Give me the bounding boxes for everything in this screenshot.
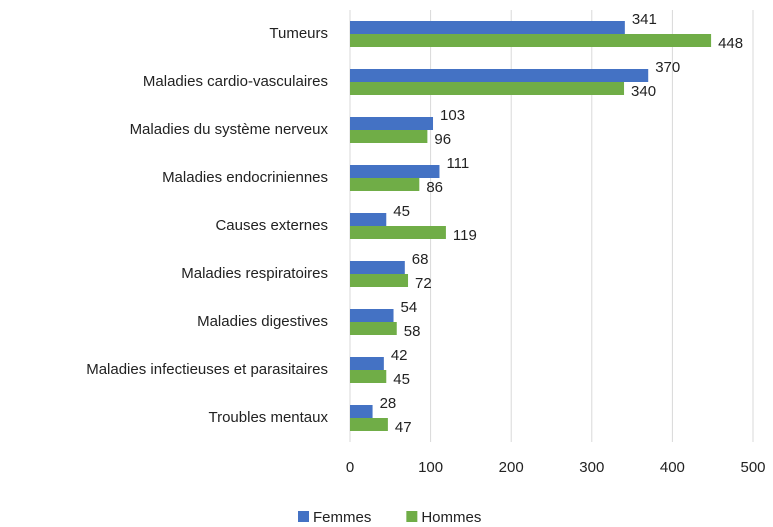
- bar: [350, 370, 387, 383]
- bar: [350, 213, 387, 226]
- legend-swatch: [298, 511, 309, 522]
- bar: [350, 405, 373, 418]
- y-tick-label: Causes externes: [215, 217, 328, 234]
- data-label: 119: [453, 227, 477, 244]
- bar: [350, 226, 446, 239]
- bar: [350, 21, 625, 34]
- y-tick-label: Tumeurs: [269, 25, 328, 42]
- data-label: 111: [446, 155, 469, 172]
- x-tick-label: 400: [660, 459, 685, 476]
- data-label: 103: [440, 107, 465, 124]
- legend-label: Femmes: [313, 509, 371, 526]
- bar: [350, 34, 712, 47]
- bar: [350, 357, 384, 370]
- data-label: 47: [395, 419, 412, 436]
- data-label: 68: [412, 251, 429, 268]
- bar: [350, 322, 397, 335]
- bar: [350, 418, 388, 431]
- bar: [350, 130, 428, 143]
- data-label: 45: [393, 203, 410, 220]
- x-tick-label: 100: [418, 459, 443, 476]
- bar: [350, 178, 420, 191]
- y-tick-label: Maladies respiratoires: [181, 265, 328, 282]
- x-tick-label: 200: [499, 459, 524, 476]
- data-label: 54: [401, 299, 418, 316]
- data-label: 96: [434, 131, 451, 148]
- data-label: 45: [393, 371, 410, 388]
- x-tick-label: 500: [740, 459, 765, 476]
- bar: [350, 117, 434, 130]
- data-label: 42: [391, 347, 408, 364]
- x-tick-label: 300: [579, 459, 604, 476]
- data-label: 72: [415, 275, 432, 292]
- bar: [350, 261, 405, 274]
- bar: [350, 165, 440, 178]
- x-tick-label: 0: [346, 459, 354, 476]
- y-tick-label: Maladies digestives: [197, 313, 328, 330]
- bar: [350, 82, 625, 95]
- data-label: 370: [655, 59, 680, 76]
- data-label: 340: [631, 83, 656, 100]
- legend-swatch: [406, 511, 418, 522]
- y-tick-label: Maladies cardio-vasculaires: [143, 73, 328, 90]
- y-tick-label: Maladies infectieuses et parasitaires: [86, 361, 328, 378]
- data-label: 448: [718, 35, 743, 52]
- data-label: 28: [380, 395, 397, 412]
- legend-label: Hommes: [421, 509, 481, 526]
- bar: [350, 309, 394, 322]
- y-tick-label: Maladies du système nerveux: [130, 121, 329, 138]
- y-tick-label: Maladies endocriniennes: [162, 169, 328, 186]
- data-label: 86: [426, 179, 443, 196]
- y-tick-label: Troubles mentaux: [208, 409, 328, 426]
- bar: [350, 274, 409, 287]
- data-label: 58: [404, 323, 421, 340]
- bar: [350, 69, 649, 82]
- data-label: 341: [632, 11, 657, 28]
